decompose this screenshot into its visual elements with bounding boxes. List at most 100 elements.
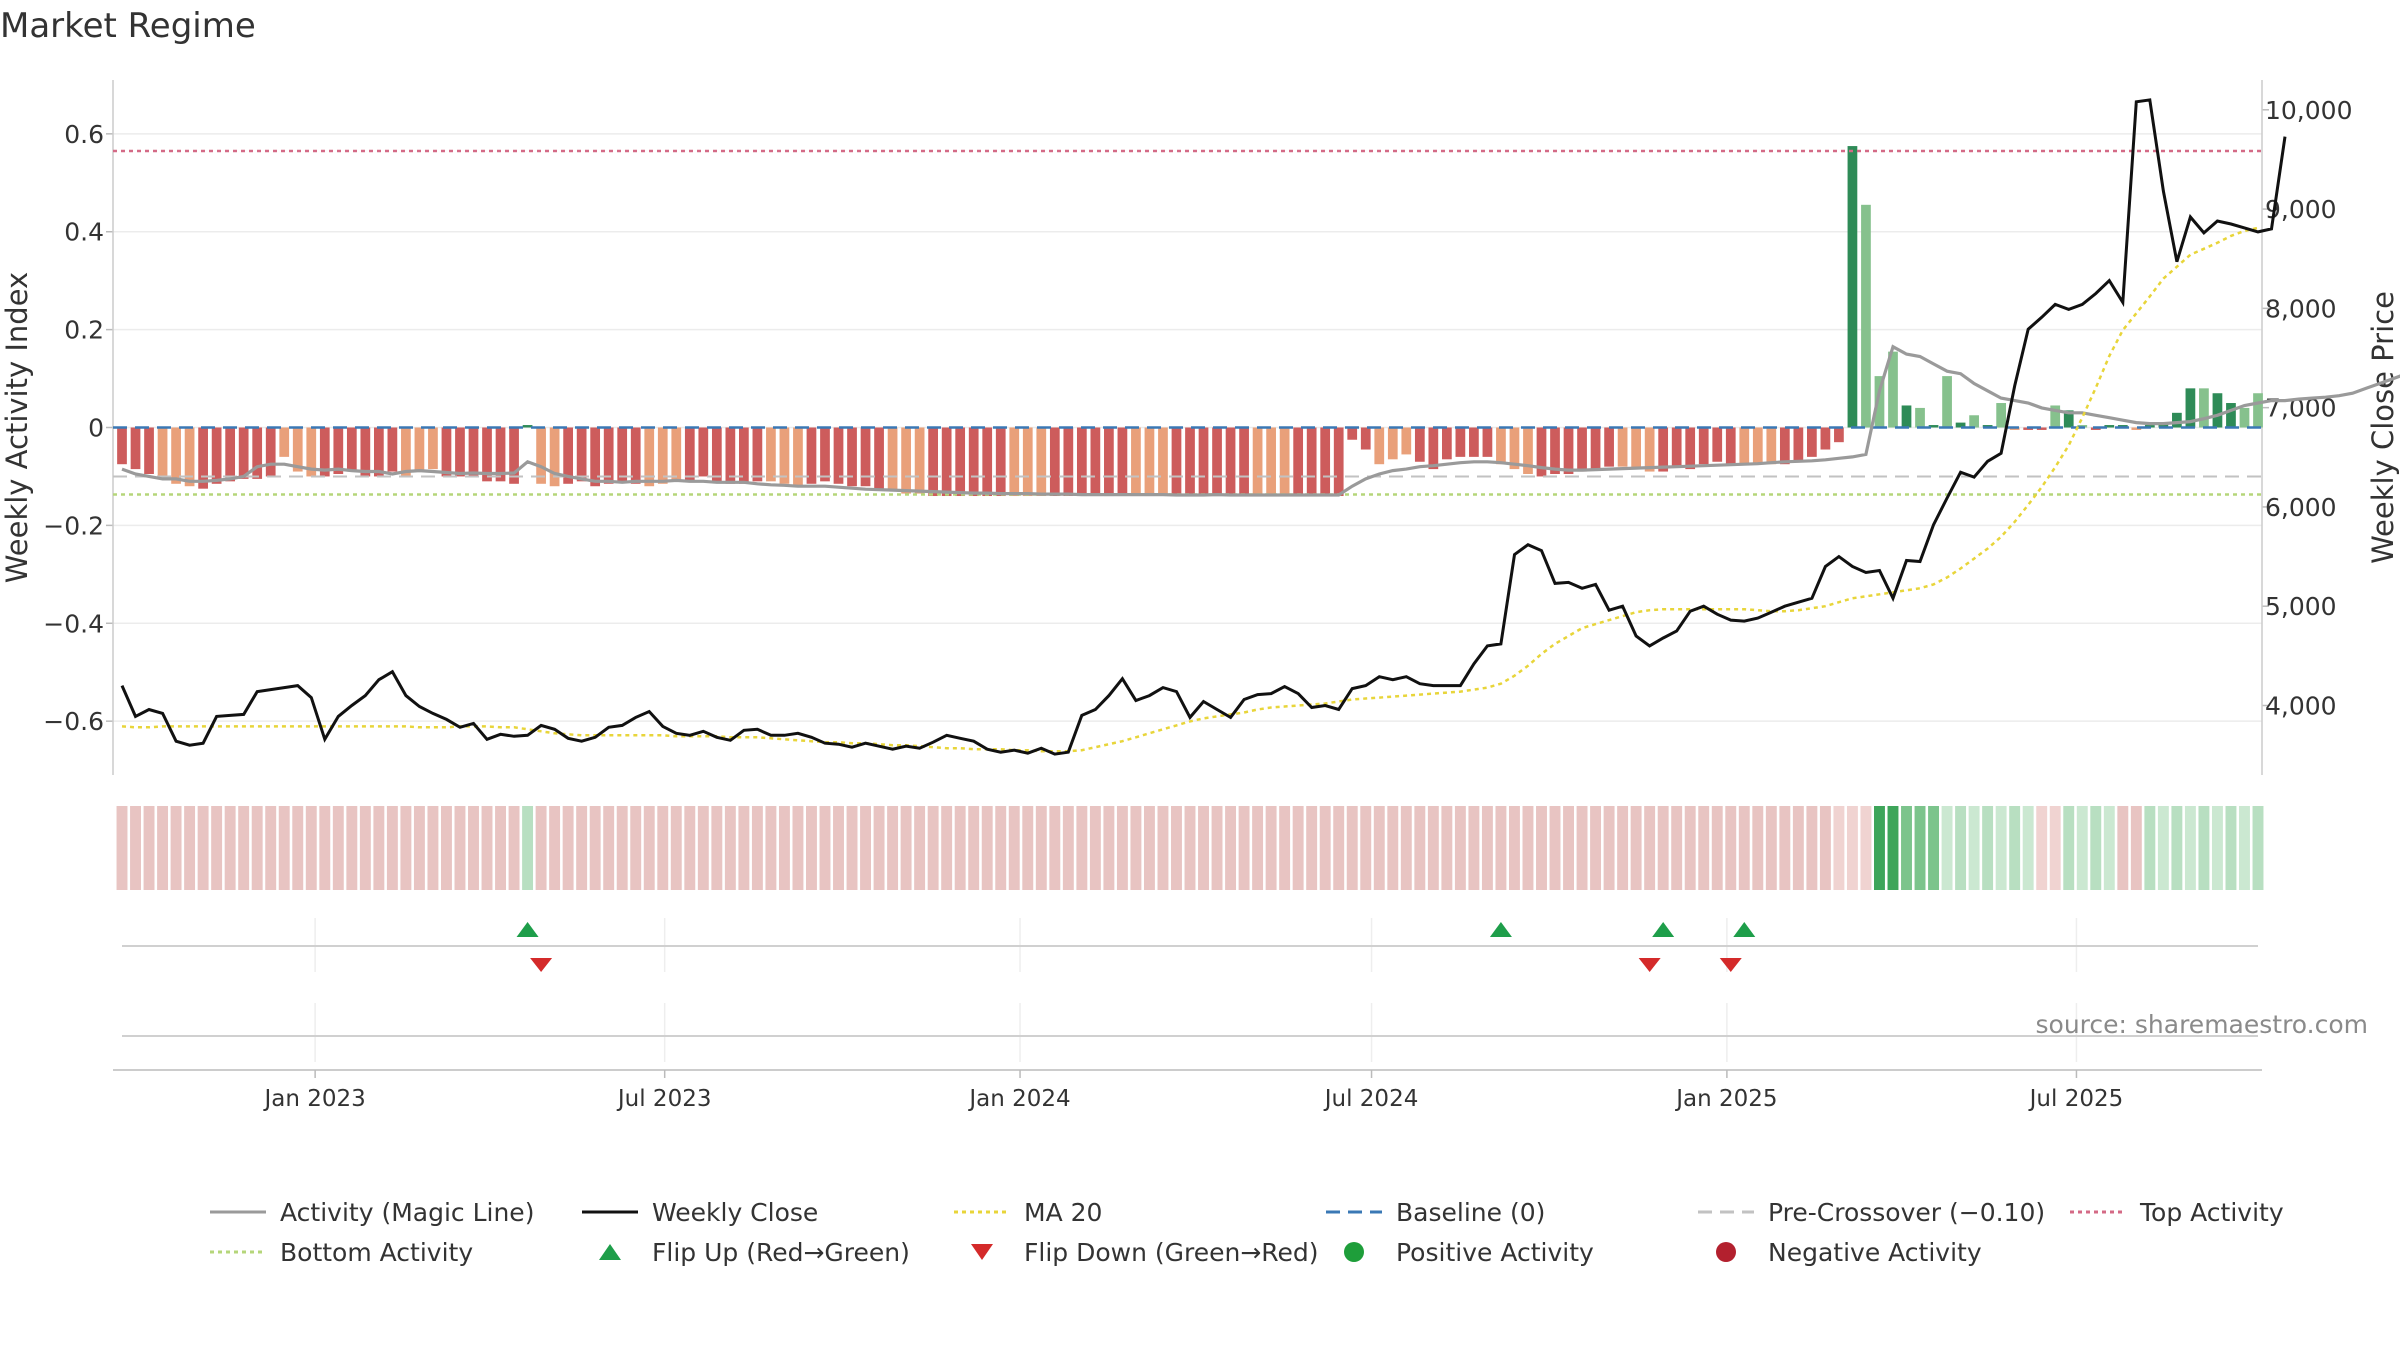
y2-tick-label: 4,000 bbox=[2265, 692, 2337, 721]
activity-bar-negative bbox=[401, 427, 411, 477]
y2-tick-label: 8,000 bbox=[2265, 294, 2337, 323]
regime-strip-cell bbox=[265, 806, 277, 890]
regime-strip-cell bbox=[197, 806, 209, 890]
regime-strip-cell bbox=[278, 806, 290, 890]
y-tick-label: 0.4 bbox=[64, 218, 104, 247]
activity-bar-negative bbox=[1644, 427, 1655, 472]
activity-bar-negative bbox=[968, 427, 979, 497]
regime-strip-cell bbox=[1711, 806, 1723, 890]
regime-strip-cell bbox=[400, 806, 412, 890]
regime-strip-cell bbox=[2225, 806, 2237, 890]
legend-label: Bottom Activity bbox=[280, 1237, 474, 1267]
activity-bar-negative bbox=[1523, 427, 1533, 474]
regime-strip-cell bbox=[2239, 806, 2250, 890]
legend-item: Top Activity bbox=[2070, 1197, 2390, 1227]
legend-label: Top Activity bbox=[2140, 1197, 2284, 1227]
y2-axis-label: Weekly Close Price bbox=[2366, 291, 2400, 564]
activity-bar-negative bbox=[1631, 427, 1641, 470]
activity-bar-negative bbox=[1441, 427, 1452, 460]
legend-swatch bbox=[599, 1244, 621, 1260]
flip-down-marker bbox=[1638, 958, 1661, 972]
activity-bar-negative bbox=[238, 427, 249, 479]
activity-bar-negative bbox=[1712, 427, 1723, 462]
activity-bar-negative bbox=[225, 427, 236, 482]
regime-strip-cell bbox=[1130, 806, 1142, 890]
x-tick-label: Jul 2025 bbox=[2028, 1086, 2124, 1112]
activity-bar-negative bbox=[1212, 427, 1222, 497]
regime-strip-cell bbox=[697, 806, 709, 890]
activity-bar-negative bbox=[198, 427, 208, 489]
activity-bar-negative bbox=[306, 427, 317, 477]
activity-bar-negative bbox=[252, 427, 263, 479]
regime-strip-cell bbox=[1806, 806, 1818, 890]
regime-strip-cell bbox=[1995, 806, 2007, 890]
activity-bar-negative bbox=[1685, 427, 1696, 470]
x-tick-label: Jan 2024 bbox=[967, 1086, 1070, 1112]
activity-bar-negative bbox=[117, 427, 127, 465]
activity-bar-negative bbox=[482, 427, 492, 482]
activity-bar-negative bbox=[1022, 427, 1033, 497]
activity-bar-positive bbox=[1969, 415, 1979, 428]
regime-strip-cell bbox=[1265, 806, 1277, 890]
regime-strip-cell bbox=[1955, 806, 1967, 890]
activity-bar-negative bbox=[1401, 427, 1412, 455]
regime-strip-cell bbox=[873, 806, 885, 890]
regime-strip-cell bbox=[170, 806, 182, 890]
regime-strip-cell bbox=[1874, 806, 1885, 890]
regime-strip-cell bbox=[1833, 806, 1845, 890]
regime-strip-cell bbox=[1563, 806, 1574, 890]
regime-strip-cell bbox=[184, 806, 196, 890]
regime-strip-cell bbox=[2130, 806, 2142, 890]
regime-strip-cell bbox=[157, 806, 169, 890]
activity-bar-negative bbox=[265, 427, 276, 477]
regime-strip-cell bbox=[1022, 806, 1034, 890]
regime-strip-cell bbox=[562, 806, 574, 890]
activity-bar-negative bbox=[1063, 427, 1074, 497]
activity-bar-negative bbox=[833, 427, 844, 484]
activity-bar-negative bbox=[914, 427, 925, 494]
activity-bar-negative bbox=[590, 427, 601, 487]
activity-bar-positive bbox=[2172, 412, 2182, 428]
activity-bar-positive bbox=[1915, 407, 1925, 428]
regime-strip-cell bbox=[1184, 806, 1196, 890]
activity-bar-negative bbox=[2131, 427, 2142, 430]
activity-bar-negative bbox=[1252, 427, 1263, 497]
regime-strip-cell bbox=[643, 806, 655, 890]
regime-strip-cell bbox=[724, 806, 736, 890]
regime-strip-cell bbox=[1941, 806, 1953, 890]
regime-strip-cell bbox=[657, 806, 669, 890]
activity-bar-negative bbox=[1293, 427, 1304, 497]
regime-strip-cell bbox=[1279, 806, 1291, 890]
legend-swatch-mark bbox=[1716, 1242, 1736, 1262]
activity-bar-negative bbox=[711, 427, 722, 482]
activity-bar-negative bbox=[468, 427, 479, 477]
activity-bar-negative bbox=[1104, 427, 1114, 497]
activity-bar-negative bbox=[319, 427, 330, 477]
activity-bar-negative bbox=[333, 427, 344, 474]
activity-bar-negative bbox=[1739, 427, 1750, 465]
activity-bar-negative bbox=[1428, 427, 1439, 470]
activity-bar-positive bbox=[1928, 425, 1939, 428]
y-tick-label: 0 bbox=[88, 414, 104, 443]
legend-swatch bbox=[210, 1250, 266, 1254]
regime-strip-cell bbox=[738, 806, 750, 890]
regime-strip-cell bbox=[130, 806, 141, 890]
regime-strip-cell bbox=[1373, 806, 1385, 890]
legend-label: Flip Down (Green→Red) bbox=[1024, 1237, 1319, 1267]
legend-swatch bbox=[210, 1210, 266, 1214]
legend-item: Positive Activity bbox=[1326, 1238, 1698, 1267]
legend-item: Bottom Activity bbox=[210, 1237, 582, 1267]
activity-magic-line bbox=[121, 344, 2400, 497]
legend-item: MA 20 bbox=[954, 1198, 1326, 1227]
activity-bar-negative bbox=[1779, 427, 1790, 465]
regime-strip-cell bbox=[941, 806, 953, 890]
regime-strip-cell bbox=[468, 806, 479, 890]
regime-strip-cell bbox=[2198, 806, 2210, 890]
regime-strip-cell bbox=[2009, 806, 2021, 890]
regime-strip-cell bbox=[1522, 806, 1534, 890]
regime-strip-cell bbox=[1752, 806, 1764, 890]
source-credit: source: sharemaestro.com bbox=[2035, 1010, 2369, 1039]
activity-bar-negative bbox=[1671, 427, 1682, 467]
activity-bar-positive bbox=[2239, 407, 2250, 428]
activity-bar-negative bbox=[387, 427, 398, 472]
